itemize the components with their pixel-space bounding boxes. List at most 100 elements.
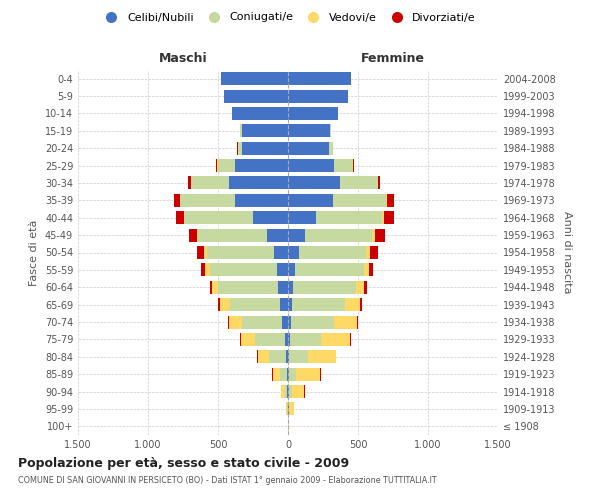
Bar (188, 176, 191, 190)
Bar (216, 159, 217, 172)
Bar (388, 194, 394, 207)
Bar (220, 298, 230, 311)
Bar (372, 228, 375, 241)
Bar (288, 368, 289, 380)
Bar (257, 350, 258, 364)
Bar (255, 333, 284, 346)
Bar (350, 333, 351, 346)
Bar (230, 298, 280, 311)
Bar (288, 90, 348, 102)
Bar (277, 264, 288, 276)
Bar (360, 298, 362, 311)
Bar (377, 176, 379, 190)
Bar (386, 194, 388, 207)
Bar (240, 124, 241, 138)
Bar (289, 368, 296, 380)
Bar (237, 142, 238, 154)
Bar (321, 333, 350, 346)
Bar (291, 316, 334, 328)
Bar (272, 368, 280, 380)
Bar (333, 194, 386, 207)
Bar (218, 159, 235, 172)
Bar (344, 298, 360, 311)
Bar (242, 142, 288, 154)
Bar (284, 333, 288, 346)
Bar (176, 211, 184, 224)
Bar (384, 211, 394, 224)
Y-axis label: Fasce di età: Fasce di età (29, 220, 39, 286)
Text: Femmine: Femmine (361, 52, 425, 65)
Bar (288, 420, 289, 433)
Bar (241, 333, 255, 346)
Bar (184, 211, 253, 224)
Bar (289, 350, 308, 364)
Bar (364, 264, 369, 276)
Bar (201, 264, 205, 276)
Bar (224, 90, 288, 102)
Bar (356, 316, 358, 328)
Bar (229, 176, 288, 190)
Bar (179, 194, 180, 207)
Bar (379, 176, 380, 190)
Bar (288, 176, 340, 190)
Bar (199, 228, 267, 241)
Bar (375, 228, 385, 241)
Bar (207, 246, 274, 259)
Bar (296, 368, 320, 380)
Bar (340, 176, 377, 190)
Bar (367, 246, 370, 259)
Bar (289, 402, 293, 415)
Bar (221, 72, 288, 85)
Bar (288, 385, 289, 398)
Bar (235, 194, 288, 207)
Bar (274, 246, 288, 259)
Bar (229, 316, 242, 328)
Bar (209, 264, 277, 276)
Bar (242, 124, 288, 138)
Bar (238, 142, 242, 154)
Bar (212, 280, 218, 294)
Bar (284, 385, 287, 398)
Bar (288, 228, 305, 241)
Bar (269, 350, 286, 364)
Bar (278, 280, 288, 294)
Bar (286, 350, 288, 364)
Bar (330, 124, 331, 138)
Bar (242, 316, 283, 328)
Bar (197, 246, 204, 259)
Bar (334, 159, 352, 172)
Bar (364, 280, 367, 294)
Bar (288, 194, 333, 207)
Legend: Celibi/Nubili, Coniugati/e, Vedovi/e, Divorziati/e: Celibi/Nubili, Coniugati/e, Vedovi/e, Di… (96, 8, 480, 27)
Bar (205, 264, 209, 276)
Bar (281, 385, 284, 398)
Bar (218, 298, 220, 311)
Bar (287, 368, 288, 380)
Text: COMUNE DI SAN GIOVANNI IN PERSICETO (BO) - Dati ISTAT 1° gennaio 2009 - Elaboraz: COMUNE DI SAN GIOVANNI IN PERSICETO (BO)… (18, 476, 437, 485)
Bar (308, 350, 335, 364)
Bar (197, 228, 199, 241)
Bar (287, 385, 288, 398)
Bar (288, 264, 295, 276)
Bar (241, 124, 242, 138)
Bar (353, 159, 354, 172)
Bar (335, 350, 337, 364)
Bar (280, 368, 287, 380)
Bar (288, 298, 292, 311)
Bar (235, 159, 288, 172)
Bar (370, 246, 377, 259)
Bar (258, 350, 269, 364)
Bar (356, 280, 364, 294)
Bar (209, 280, 212, 294)
Bar (305, 228, 372, 241)
Bar (204, 246, 207, 259)
Bar (329, 142, 333, 154)
Bar (288, 350, 289, 364)
Bar (174, 194, 179, 207)
Bar (280, 298, 288, 311)
Bar (292, 385, 304, 398)
Bar (290, 333, 321, 346)
Bar (188, 228, 197, 241)
Bar (288, 211, 316, 224)
Bar (217, 159, 218, 172)
